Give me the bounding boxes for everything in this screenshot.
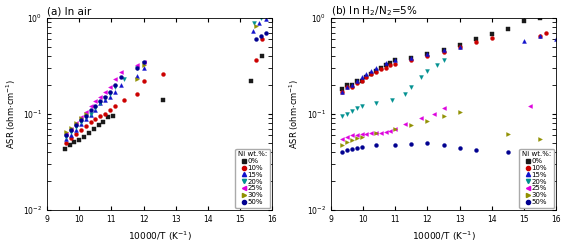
X-axis label: 10000/T (K$^{-1}$): 10000/T (K$^{-1}$) (412, 229, 475, 243)
Text: (b) In H$_2$/N$_2$=5%: (b) In H$_2$/N$_2$=5% (331, 4, 418, 18)
X-axis label: 10000/T (K$^{-1}$): 10000/T (K$^{-1}$) (128, 229, 192, 243)
Legend: 0%, 10%, 15%, 20%, 25%, 30%, 50%: 0%, 10%, 15%, 20%, 25%, 30%, 50% (235, 148, 270, 208)
Text: (a) In air: (a) In air (47, 7, 92, 17)
Legend: 0%, 10%, 15%, 20%, 25%, 30%, 50%: 0%, 10%, 15%, 20%, 25%, 30%, 50% (519, 148, 554, 208)
Y-axis label: ASR (ohm$\cdot$cm$^{-1}$): ASR (ohm$\cdot$cm$^{-1}$) (288, 79, 302, 149)
Y-axis label: ASR (ohm$\cdot$cm$^{-1}$): ASR (ohm$\cdot$cm$^{-1}$) (4, 79, 18, 149)
